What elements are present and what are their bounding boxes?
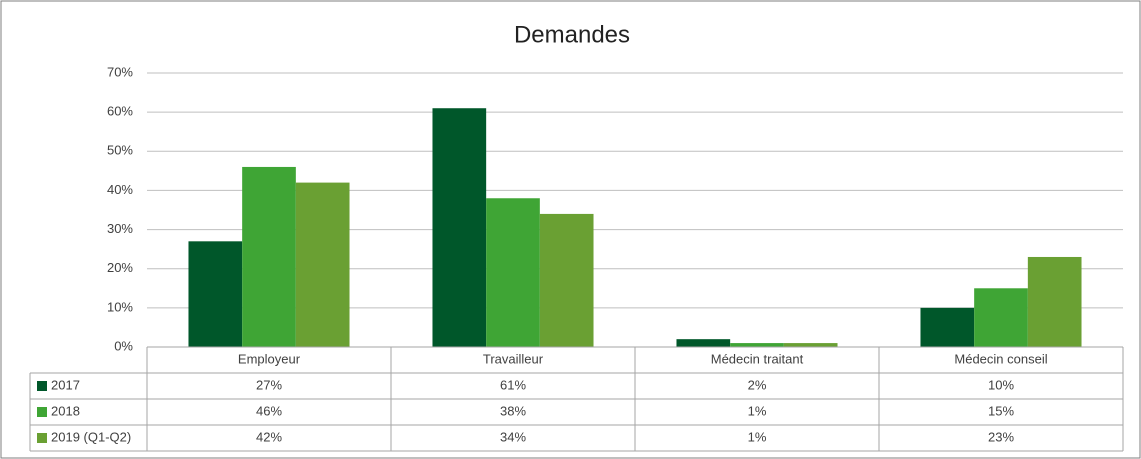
y-tick-label: 50%	[107, 143, 133, 158]
bar	[486, 198, 540, 347]
bar	[783, 343, 838, 347]
legend-swatch	[37, 433, 47, 443]
bar	[974, 288, 1028, 347]
data-label: 42%	[256, 429, 282, 444]
chart-title: Demandes	[514, 21, 630, 48]
bar	[676, 339, 731, 347]
data-label: 10%	[988, 377, 1014, 392]
bar	[295, 182, 350, 347]
bar	[1027, 256, 1082, 347]
legend-swatch	[37, 407, 47, 417]
data-label: 1%	[748, 403, 767, 418]
data-label: 2%	[748, 377, 767, 392]
bar	[188, 241, 243, 347]
y-tick-label: 30%	[107, 221, 133, 236]
x-tick-label: Travailleur	[483, 351, 544, 366]
data-label: 23%	[988, 429, 1014, 444]
legend-label: 2017	[51, 377, 80, 392]
data-label: 27%	[256, 377, 282, 392]
y-tick-label: 0%	[114, 338, 133, 353]
data-label: 61%	[500, 377, 526, 392]
legend-label: 2019 (Q1-Q2)	[51, 429, 131, 444]
legend-label: 2018	[51, 403, 80, 418]
y-tick-label: 70%	[107, 64, 133, 79]
bar	[242, 166, 296, 347]
bar	[730, 343, 784, 347]
legend-swatch	[37, 381, 47, 391]
data-label: 38%	[500, 403, 526, 418]
y-tick-label: 10%	[107, 299, 133, 314]
bar	[920, 307, 975, 347]
y-tick-label: 20%	[107, 260, 133, 275]
x-tick-label: Employeur	[238, 351, 301, 366]
y-tick-label: 60%	[107, 104, 133, 119]
y-tick-label: 40%	[107, 182, 133, 197]
x-tick-label: Médecin conseil	[954, 351, 1047, 366]
bar	[539, 213, 594, 347]
bar	[432, 108, 487, 347]
data-label: 46%	[256, 403, 282, 418]
data-label: 34%	[500, 429, 526, 444]
x-tick-label: Médecin traitant	[711, 351, 804, 366]
data-label: 1%	[748, 429, 767, 444]
data-label: 15%	[988, 403, 1014, 418]
